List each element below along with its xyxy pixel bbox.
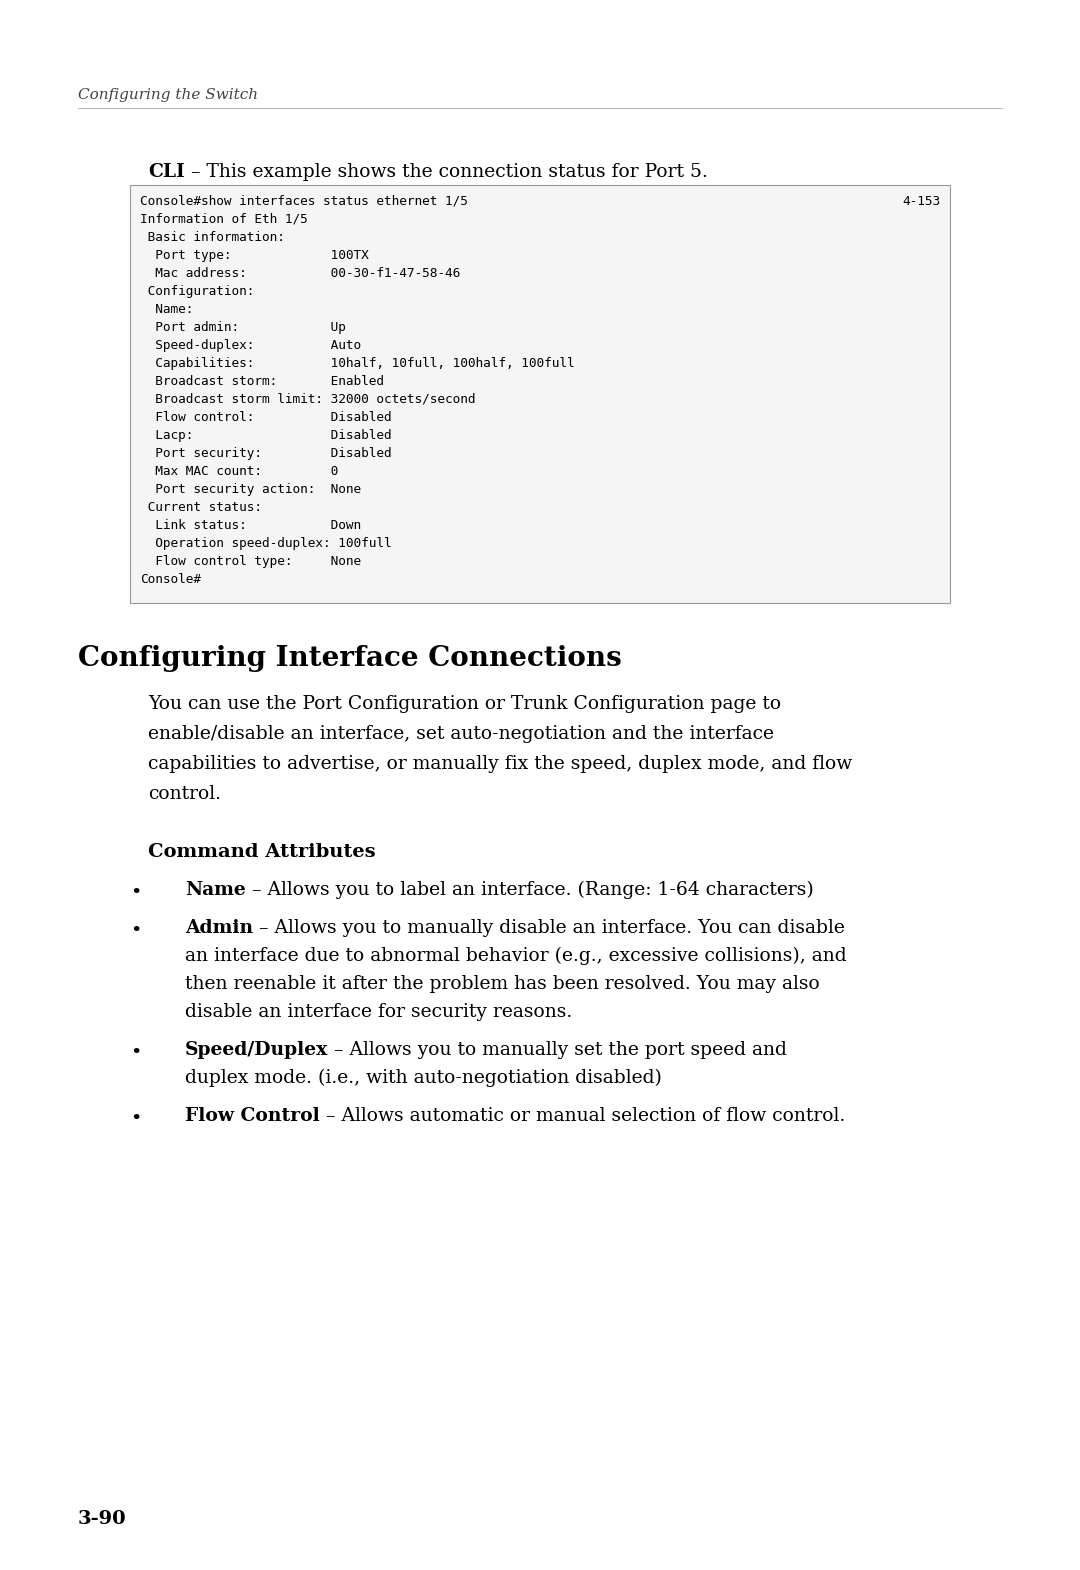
Bar: [130, 185, 950, 603]
Text: Broadcast storm:       Enabled: Broadcast storm: Enabled: [140, 375, 384, 388]
Text: Flow Control: Flow Control: [185, 1107, 320, 1126]
Text: Port admin:            Up: Port admin: Up: [140, 320, 346, 334]
Text: CLI: CLI: [148, 163, 185, 181]
Text: Lacp:                  Disabled: Lacp: Disabled: [140, 429, 392, 443]
Text: Speed/Duplex: Speed/Duplex: [185, 1041, 328, 1060]
Text: •: •: [130, 922, 141, 940]
Text: Port type:             100TX: Port type: 100TX: [140, 250, 368, 262]
Text: Flow control type:     None: Flow control type: None: [140, 556, 361, 568]
Text: Flow control:          Disabled: Flow control: Disabled: [140, 411, 392, 424]
Text: Max MAC count:         0: Max MAC count: 0: [140, 465, 338, 477]
Text: Mac address:           00-30-f1-47-58-46: Mac address: 00-30-f1-47-58-46: [140, 267, 460, 279]
Text: Basic information:: Basic information:: [140, 231, 285, 243]
Text: – Allows you to label an interface. (Range: 1-64 characters): – Allows you to label an interface. (Ran…: [246, 881, 813, 900]
Text: – Allows automatic or manual selection of flow control.: – Allows automatic or manual selection o…: [320, 1107, 845, 1126]
Text: enable/disable an interface, set auto-negotiation and the interface: enable/disable an interface, set auto-ne…: [148, 725, 774, 743]
Text: then reenable it after the problem has been resolved. You may also: then reenable it after the problem has b…: [185, 975, 820, 992]
Text: – This example shows the connection status for Port 5.: – This example shows the connection stat…: [185, 163, 707, 181]
Text: Console#: Console#: [140, 573, 201, 586]
Text: Name: Name: [185, 881, 246, 900]
Text: Current status:: Current status:: [140, 501, 262, 513]
Text: You can use the Port Configuration or Trunk Configuration page to: You can use the Port Configuration or Tr…: [148, 696, 781, 713]
Text: Operation speed-duplex: 100full: Operation speed-duplex: 100full: [140, 537, 392, 550]
Text: Admin: Admin: [185, 918, 253, 937]
Text: •: •: [130, 884, 141, 903]
Text: control.: control.: [148, 785, 221, 802]
Text: Configuration:: Configuration:: [140, 286, 255, 298]
Text: disable an interface for security reasons.: disable an interface for security reason…: [185, 1003, 572, 1020]
Text: capabilities to advertise, or manually fix the speed, duplex mode, and flow: capabilities to advertise, or manually f…: [148, 755, 852, 772]
Text: Port security:         Disabled: Port security: Disabled: [140, 447, 392, 460]
Text: Broadcast storm limit: 32000 octets/second: Broadcast storm limit: 32000 octets/seco…: [140, 392, 475, 407]
Text: Port security action:  None: Port security action: None: [140, 484, 361, 496]
Text: Configuring the Switch: Configuring the Switch: [78, 88, 258, 102]
Text: •: •: [130, 1044, 141, 1061]
Text: 3-90: 3-90: [78, 1510, 126, 1528]
Text: duplex mode. (i.e., with auto-negotiation disabled): duplex mode. (i.e., with auto-negotiatio…: [185, 1069, 662, 1088]
Text: Speed-duplex:          Auto: Speed-duplex: Auto: [140, 339, 361, 352]
Text: 4-153: 4-153: [902, 195, 940, 207]
Text: – Allows you to manually set the port speed and: – Allows you to manually set the port sp…: [328, 1041, 787, 1060]
Text: an interface due to abnormal behavior (e.g., excessive collisions), and: an interface due to abnormal behavior (e…: [185, 947, 847, 966]
Text: Capabilities:          10half, 10full, 100half, 100full: Capabilities: 10half, 10full, 100half, 1…: [140, 356, 575, 371]
Text: – Allows you to manually disable an interface. You can disable: – Allows you to manually disable an inte…: [253, 918, 845, 937]
Text: Link status:           Down: Link status: Down: [140, 520, 361, 532]
Text: •: •: [130, 1110, 141, 1127]
Text: Configuring Interface Connections: Configuring Interface Connections: [78, 645, 622, 672]
Text: Command Attributes: Command Attributes: [148, 843, 376, 860]
Text: Console#show interfaces status ethernet 1/5: Console#show interfaces status ethernet …: [140, 195, 468, 207]
Text: Information of Eth 1/5: Information of Eth 1/5: [140, 214, 308, 226]
Text: Name:: Name:: [140, 303, 193, 316]
